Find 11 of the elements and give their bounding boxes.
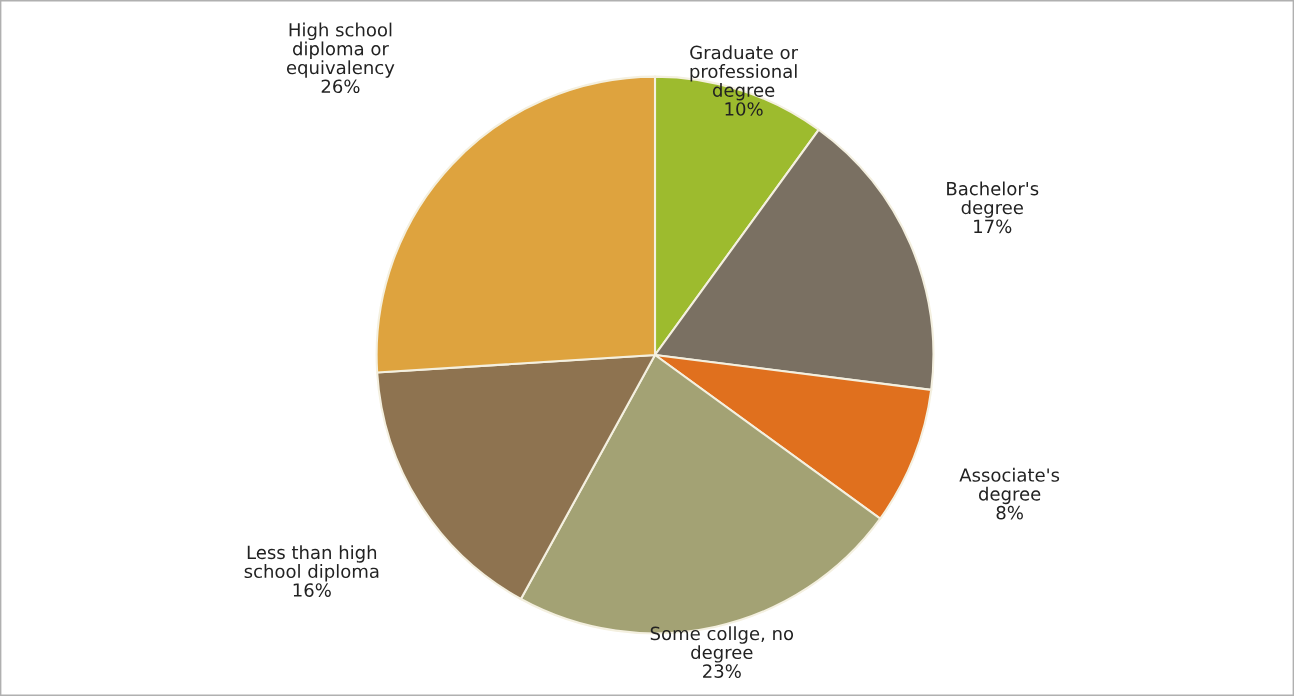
- slice-label: High school diploma or equivalency: [286, 22, 395, 78]
- data-label: 16%: [293, 583, 331, 597]
- data-label: 23%: [703, 664, 741, 678]
- data-label: 17%: [974, 219, 1012, 234]
- data-label: 26%: [321, 79, 360, 94]
- data-label: 10%: [725, 102, 763, 116]
- slice-label: Associate's degree: [959, 467, 1060, 505]
- slice-label: Less than high school diploma: [244, 545, 379, 582]
- data-label: 8%: [996, 505, 1023, 520]
- slice-label: Bachelor's degree: [947, 181, 1039, 218]
- slice-label: Graduate or professional degree: [690, 45, 799, 101]
